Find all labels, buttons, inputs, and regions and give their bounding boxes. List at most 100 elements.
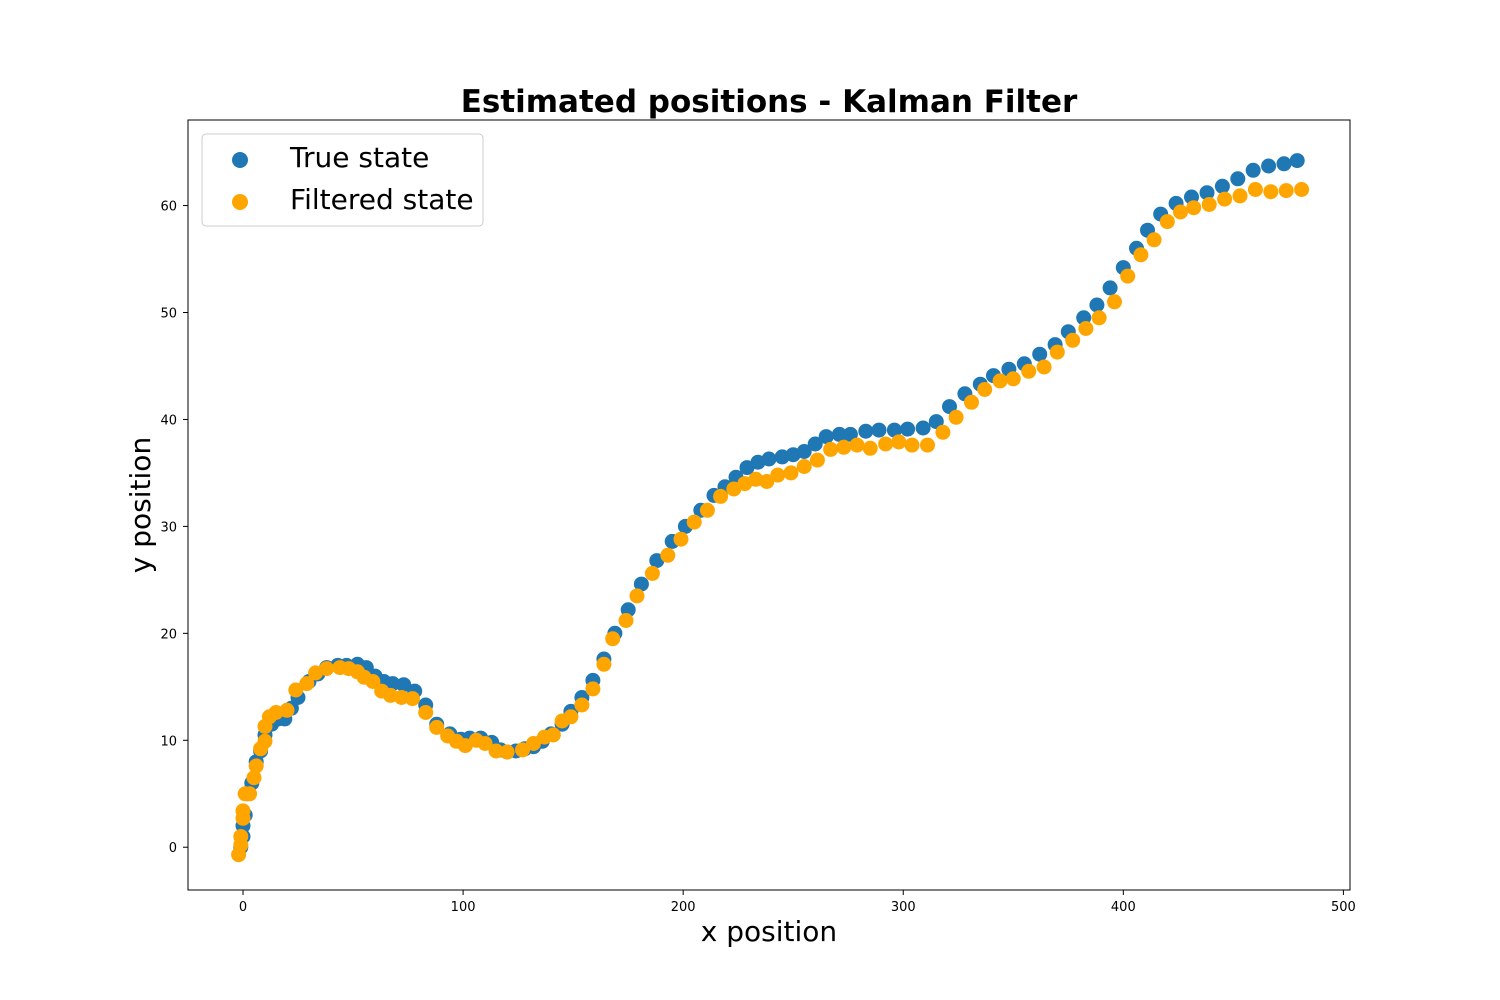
y-tick-label: 40 bbox=[160, 413, 177, 428]
y-axis: 0 10 20 30 40 50 60 bbox=[160, 200, 188, 856]
y-tick-label: 60 bbox=[160, 200, 177, 215]
point-filtered-state bbox=[977, 382, 993, 397]
point-filtered-state bbox=[992, 373, 1008, 389]
point-true-state bbox=[1261, 158, 1277, 174]
y-tick-label: 20 bbox=[160, 627, 177, 642]
point-filtered-state bbox=[686, 514, 702, 530]
point-filtered-state bbox=[1005, 371, 1021, 387]
x-tick-label: 200 bbox=[671, 900, 696, 915]
point-filtered-state bbox=[585, 681, 601, 697]
legend-marker-true-state bbox=[232, 152, 248, 168]
point-true-state bbox=[915, 420, 931, 436]
point-filtered-state bbox=[783, 465, 799, 481]
point-true-state bbox=[807, 436, 823, 452]
point-filtered-state bbox=[526, 736, 541, 751]
point-filtered-state bbox=[605, 631, 621, 647]
point-true-state bbox=[1102, 280, 1118, 296]
point-filtered-state bbox=[809, 452, 825, 468]
legend-label-true-state: True state bbox=[289, 141, 429, 174]
point-filtered-state bbox=[891, 434, 907, 450]
point-filtered-state bbox=[1232, 188, 1248, 204]
point-true-state bbox=[928, 414, 944, 430]
point-filtered-state bbox=[1159, 214, 1175, 230]
point-filtered-state bbox=[1278, 183, 1294, 199]
point-filtered-state bbox=[515, 742, 530, 758]
point-filtered-state bbox=[1173, 204, 1188, 220]
point-filtered-state bbox=[429, 719, 445, 735]
point-filtered-state bbox=[563, 709, 579, 725]
point-filtered-state bbox=[823, 441, 839, 457]
y-tick-label: 10 bbox=[160, 734, 177, 749]
point-filtered-state bbox=[319, 661, 335, 677]
point-true-state bbox=[796, 444, 812, 459]
point-filtered-state bbox=[1186, 200, 1202, 216]
point-filtered-state bbox=[1120, 268, 1136, 284]
point-filtered-state bbox=[862, 440, 878, 456]
point-filtered-state bbox=[394, 690, 409, 705]
point-filtered-state bbox=[770, 467, 786, 483]
x-tick-label: 0 bbox=[239, 900, 247, 915]
y-tick-label: 30 bbox=[160, 520, 177, 535]
point-filtered-state bbox=[235, 803, 251, 819]
legend-label-filtered-state: Filtered state bbox=[290, 183, 474, 216]
point-true-state bbox=[396, 677, 412, 693]
x-tick-label: 500 bbox=[1331, 900, 1356, 915]
point-true-state bbox=[1089, 297, 1105, 313]
point-true-state bbox=[842, 426, 858, 442]
point-filtered-state bbox=[629, 588, 645, 604]
x-axis: 0 100 200 300 400 500 bbox=[239, 890, 1356, 915]
point-filtered-state bbox=[1049, 344, 1065, 360]
point-filtered-state bbox=[1217, 191, 1233, 207]
point-filtered-state bbox=[1065, 332, 1081, 348]
point-filtered-state bbox=[713, 488, 729, 504]
point-true-state bbox=[1289, 153, 1305, 169]
point-filtered-state bbox=[288, 682, 304, 698]
point-filtered-state bbox=[1247, 182, 1263, 197]
point-true-state bbox=[831, 426, 847, 442]
point-true-state bbox=[1032, 346, 1048, 362]
point-filtered-state bbox=[904, 437, 920, 453]
point-filtered-state bbox=[596, 656, 612, 672]
point-filtered-state bbox=[233, 829, 249, 844]
point-true-state bbox=[900, 421, 916, 437]
point-filtered-state bbox=[935, 424, 951, 440]
plot-frame bbox=[187, 119, 1351, 891]
point-filtered-state bbox=[1021, 363, 1037, 379]
point-filtered-state bbox=[673, 531, 689, 547]
point-filtered-state bbox=[405, 691, 420, 707]
point-filtered-state bbox=[796, 459, 812, 474]
x-axis-label: x position bbox=[701, 915, 837, 948]
point-filtered-state bbox=[618, 613, 634, 628]
x-tick-label: 100 bbox=[451, 900, 476, 915]
point-filtered-state bbox=[574, 697, 590, 713]
y-tick-label: 50 bbox=[160, 307, 177, 322]
point-filtered-state bbox=[699, 502, 715, 518]
point-filtered-state bbox=[660, 547, 676, 563]
point-filtered-state bbox=[1146, 232, 1162, 248]
point-filtered-state bbox=[242, 786, 258, 802]
point-filtered-state bbox=[1263, 184, 1279, 200]
point-filtered-state bbox=[1078, 321, 1094, 336]
point-filtered-state bbox=[836, 439, 852, 455]
chart-title: Estimated positions - Kalman Filter bbox=[461, 84, 1078, 120]
point-true-state bbox=[1199, 185, 1215, 201]
point-filtered-state bbox=[246, 770, 262, 786]
point-filtered-state bbox=[1294, 182, 1310, 197]
point-filtered-state bbox=[279, 702, 295, 718]
point-filtered-state bbox=[964, 394, 979, 410]
point-filtered-state bbox=[299, 676, 315, 692]
point-filtered-state bbox=[499, 744, 515, 760]
point-true-state bbox=[858, 423, 874, 439]
point-true-state bbox=[385, 676, 401, 692]
point-true-state bbox=[1230, 171, 1246, 187]
point-filtered-state bbox=[878, 436, 894, 452]
point-filtered-state bbox=[1133, 247, 1149, 263]
x-tick-label: 400 bbox=[1111, 900, 1136, 915]
point-filtered-state bbox=[1036, 359, 1052, 375]
x-tick-label: 300 bbox=[891, 900, 916, 915]
legend-marker-filtered-state bbox=[232, 194, 248, 210]
point-filtered-state bbox=[257, 733, 273, 749]
point-true-state bbox=[1214, 178, 1230, 194]
point-filtered-state bbox=[477, 736, 493, 751]
